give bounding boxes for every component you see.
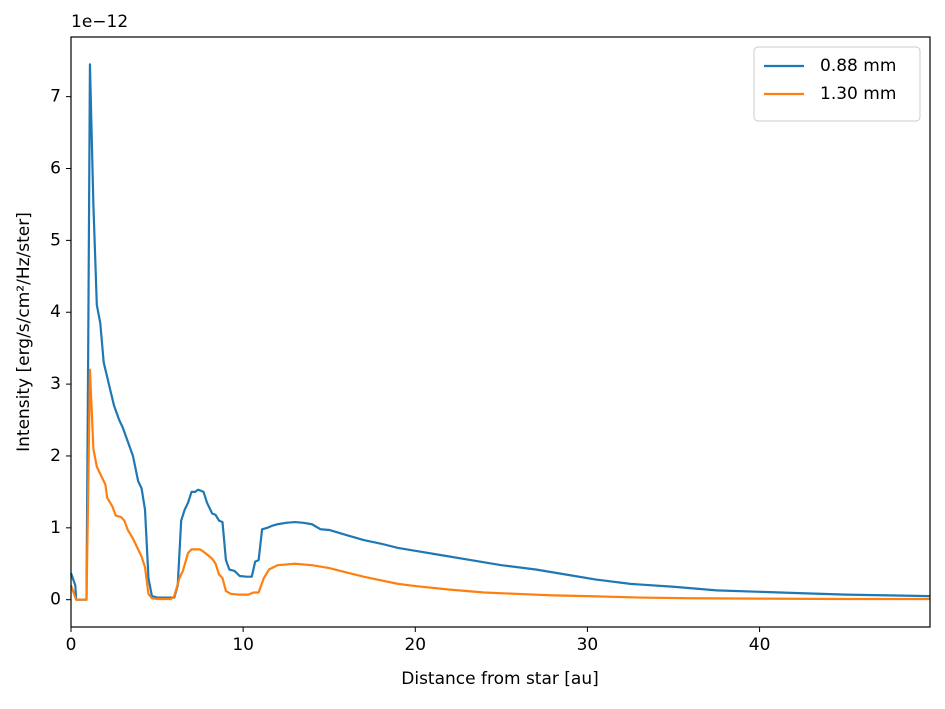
x-tick-label: 0: [66, 635, 77, 655]
y-tick-label: 2: [50, 446, 61, 466]
x-tick-label: 20: [404, 635, 426, 655]
data-line: [69, 368, 930, 601]
y-tick-label: 5: [50, 230, 61, 250]
x-axis-label: Distance from star [au]: [401, 669, 599, 689]
plot-frame: [70, 36, 931, 628]
x-tick-label: 40: [749, 635, 771, 655]
y-tick-label: 7: [50, 87, 61, 107]
legend-label: 0.88 mm: [820, 56, 896, 76]
y-axis-label: Intensity [erg/s/cm²/Hz/ster]: [14, 212, 34, 452]
data-line: [69, 63, 931, 601]
y-tick-label: 6: [50, 159, 61, 179]
y-tick-label: 0: [50, 590, 61, 610]
x-tick-label: 10: [232, 635, 254, 655]
offset-label: 1e−12: [71, 12, 128, 32]
legend-label: 1.30 mm: [820, 84, 896, 104]
x-tick-label: 30: [577, 635, 599, 655]
y-tick-label: 4: [50, 302, 61, 322]
y-tick-label: 3: [50, 374, 61, 394]
y-tick-label: 1: [50, 518, 61, 538]
